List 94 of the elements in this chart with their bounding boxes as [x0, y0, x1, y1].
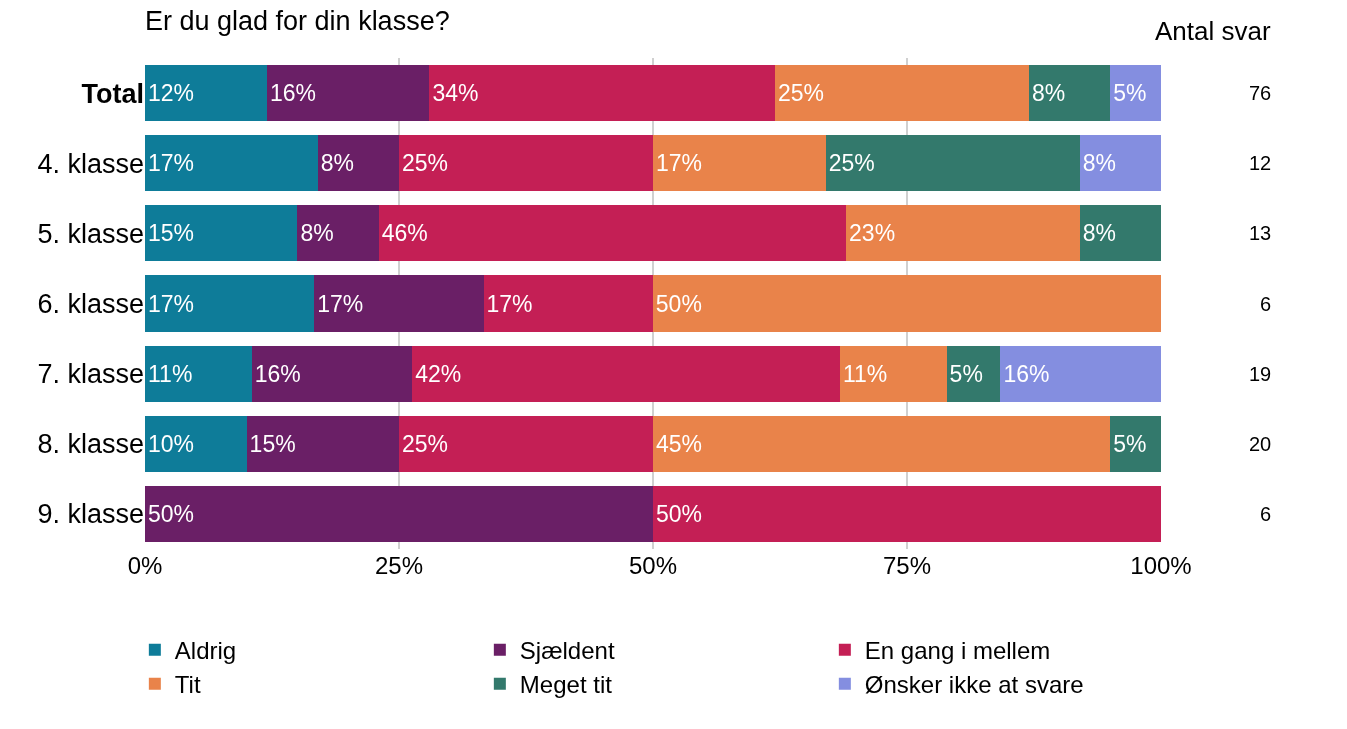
text: 19 [1249, 363, 1272, 385]
data-label: 17% [486, 290, 533, 317]
legend-label: Sjældent [519, 637, 615, 665]
data-label: 5% [949, 360, 983, 387]
bar [399, 135, 653, 192]
data-label: 16% [254, 360, 301, 387]
bar [846, 205, 1080, 262]
bar [1079, 205, 1161, 262]
bar [653, 415, 1111, 472]
bar [378, 205, 847, 262]
legend-label: Meget tit [519, 671, 613, 699]
bar [266, 65, 430, 122]
data-label: 50% [655, 290, 702, 317]
data-label: 45% [656, 430, 703, 457]
x-tick-label: 25% [374, 552, 424, 579]
y-tick-label: 6. klasse [37, 288, 144, 319]
bar [839, 345, 947, 402]
text: 76 [1249, 82, 1272, 104]
bar [653, 485, 1161, 542]
bar [1079, 135, 1161, 192]
text: 20 [1249, 433, 1272, 455]
bar [429, 65, 775, 122]
bar [399, 415, 653, 472]
bar [1110, 415, 1161, 472]
text: Antal svar [1155, 16, 1271, 46]
y-tick-label: Total [81, 78, 144, 109]
bar [652, 275, 1161, 332]
bar [297, 205, 379, 262]
bar [145, 205, 298, 262]
bar [1000, 345, 1161, 402]
data-label: 15% [148, 220, 195, 247]
data-label: 50% [148, 500, 195, 527]
bar [774, 65, 1029, 122]
data-label: 8% [320, 150, 354, 177]
data-label: 11% [842, 360, 888, 387]
data-label: 25% [402, 150, 449, 177]
data-label: 8% [1031, 80, 1066, 107]
bar [246, 415, 399, 472]
text: 6 [1260, 293, 1272, 315]
data-label: 50% [656, 500, 703, 527]
x-tick-label: 100% [1130, 552, 1192, 579]
legend-label: En gang i mellem [864, 637, 1051, 665]
data-label: 23% [849, 220, 896, 247]
bar [1110, 65, 1161, 122]
y-tick-label: 4. klasse [37, 148, 144, 179]
bar [653, 135, 826, 192]
data-label: 25% [777, 80, 824, 107]
y-tick-label: 7. klasse [37, 359, 144, 390]
x-tick-label: 50% [628, 552, 678, 579]
bar [251, 345, 413, 402]
y-tick-label: 9. klasse [37, 499, 144, 530]
x-tick-label: 0% [127, 552, 163, 579]
chart-title: Er du glad for din klasse? [145, 5, 450, 36]
bar [145, 275, 315, 332]
data-label: 15% [249, 430, 296, 457]
text: 12 [1249, 152, 1272, 174]
legend-label: Aldrig [174, 637, 237, 665]
text: 13 [1249, 222, 1272, 244]
bar [483, 275, 653, 332]
data-label: 17% [317, 290, 364, 317]
bar [145, 65, 267, 122]
data-label: 5% [1113, 80, 1147, 107]
bar [1028, 65, 1111, 122]
data-label: 5% [1113, 430, 1147, 457]
data-label: 17% [148, 290, 195, 317]
y-tick-label: 5. klasse [37, 218, 144, 249]
data-label: 11% [148, 360, 193, 387]
bar [145, 135, 318, 192]
data-label: 25% [828, 150, 875, 177]
legend-label: Ønsker ikke at svare [864, 671, 1084, 699]
bar [317, 135, 399, 192]
bar [145, 415, 247, 472]
data-label: 16% [1003, 360, 1050, 387]
bar [314, 275, 484, 332]
data-label: 8% [1082, 150, 1116, 177]
data-label: 46% [381, 220, 428, 247]
data-label: 12% [148, 80, 195, 107]
x-tick-label: 75% [882, 552, 932, 579]
y-tick-label: 8. klasse [37, 429, 144, 460]
text: 6 [1260, 503, 1272, 525]
data-label: 8% [300, 220, 334, 247]
data-label: 34% [432, 80, 479, 107]
legend-label: Tit [174, 671, 201, 699]
bar [145, 485, 653, 542]
bar [825, 135, 1080, 192]
data-label: 10% [148, 430, 195, 457]
bar [145, 345, 252, 402]
data-label: 25% [402, 430, 449, 457]
data-label: 42% [415, 360, 462, 387]
bar [412, 345, 840, 402]
data-label: 8% [1082, 220, 1116, 247]
data-label: 16% [269, 80, 316, 107]
data-label: 17% [656, 150, 703, 177]
data-label: 17% [148, 150, 195, 177]
